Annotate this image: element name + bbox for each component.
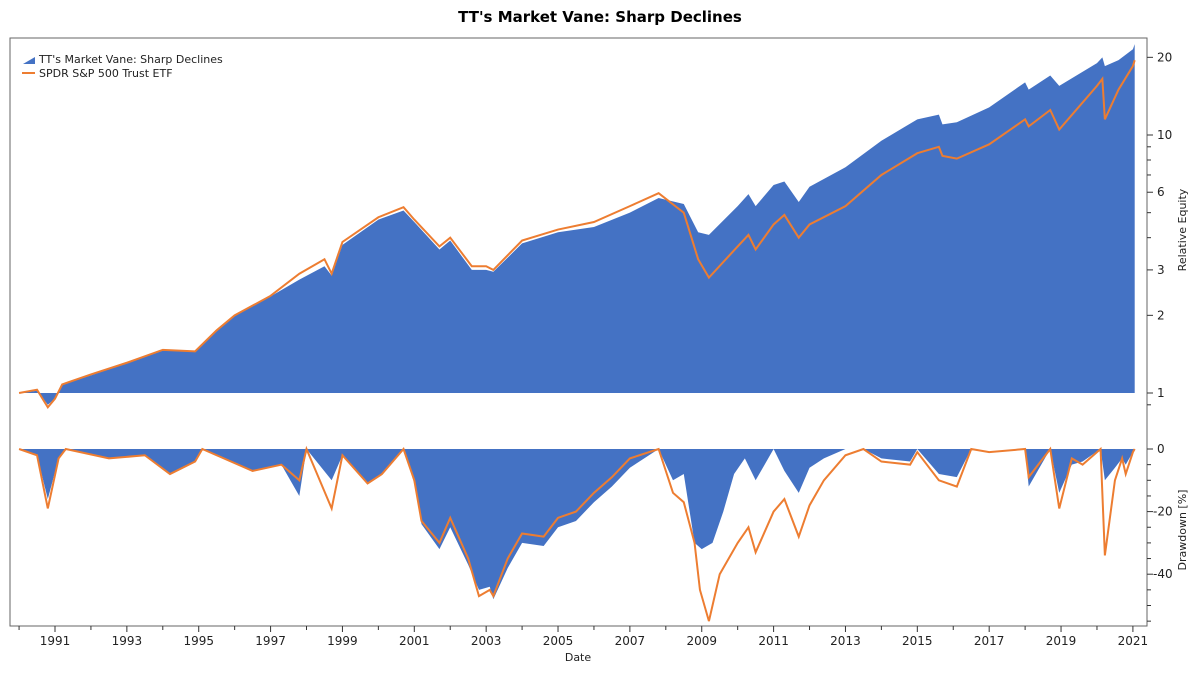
legend-label: SPDR S&P 500 Trust ETF [39, 67, 173, 80]
x-tick-label: 1997 [255, 634, 286, 648]
y-axis-label-equity: Relative Equity [1176, 188, 1189, 271]
plot-frame [9, 37, 1148, 627]
x-tick-label: 2017 [974, 634, 1005, 648]
x-tick-label: 1991 [40, 634, 71, 648]
y-tick-label: 0 [1157, 442, 1165, 456]
y-tick-label: 3 [1157, 263, 1165, 277]
drawdown-area-strategy [19, 449, 1135, 600]
x-tick-label: 1993 [112, 634, 143, 648]
x-tick-label: 2011 [758, 634, 789, 648]
chart-title: TT's Market Vane: Sharp Declines [458, 8, 742, 26]
x-axis-label: Date [565, 651, 592, 664]
equity-area-strategy [19, 44, 1135, 405]
x-tick-label: 2007 [615, 634, 646, 648]
x-tick-label: 2015 [902, 634, 933, 648]
x-tick-label: 2021 [1118, 634, 1149, 648]
x-tick-label: 1999 [327, 634, 358, 648]
y-tick-label: -20 [1153, 505, 1173, 519]
drawdown-line-spy [18, 445, 1136, 622]
equity-line-spy [18, 59, 1136, 410]
y-tick-label: -40 [1153, 567, 1173, 581]
x-tick-label: 2009 [686, 634, 717, 648]
y-tick-label: 10 [1157, 128, 1172, 142]
x-tick-label: 2013 [830, 634, 861, 648]
legend-label: TT's Market Vane: Sharp Declines [38, 53, 223, 66]
y-tick-label: 2 [1157, 308, 1165, 322]
y-tick-label: 20 [1157, 50, 1172, 64]
x-tick-label: 2003 [471, 634, 502, 648]
y-tick-label: 1 [1157, 386, 1165, 400]
x-tick-label: 1995 [183, 634, 214, 648]
y-axis-label-drawdown: Drawdown [%] [1176, 490, 1189, 571]
x-tick-label: 2005 [543, 634, 574, 648]
x-tick-label: 2001 [399, 634, 430, 648]
y-tick-label: 6 [1157, 185, 1165, 199]
legend-area-icon [23, 57, 35, 64]
x-tick-label: 2019 [1046, 634, 1077, 648]
